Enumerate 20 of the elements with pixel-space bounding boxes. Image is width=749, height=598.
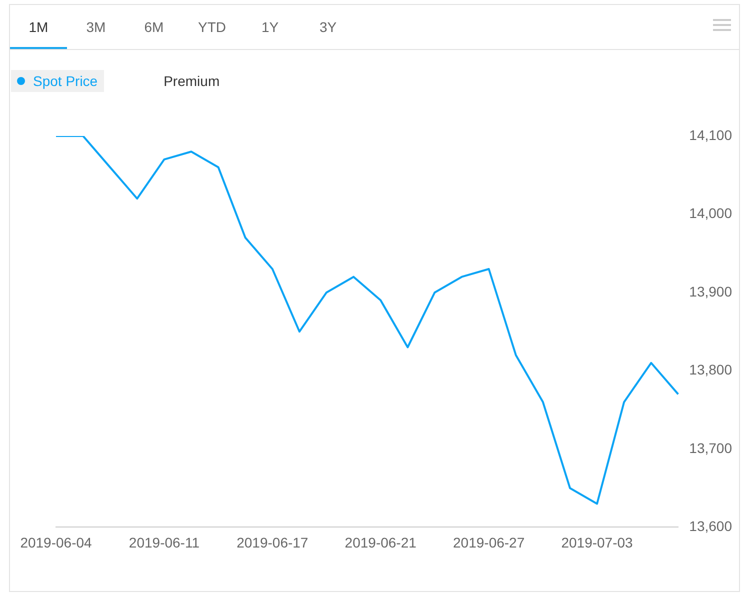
y-tick-label: 13,700 [689,440,732,456]
y-tick-label: 14,100 [689,126,732,143]
text: 1M [10,5,67,49]
text: 3M [85,18,107,37]
x-tick-label: 2019-06-27 [453,534,525,550]
x-tick-label: 2019-06-21 [344,534,417,550]
text: 3Y [318,18,338,37]
legend-label: Spot Price [33,73,98,89]
x-tick-label: 2019-06-11 [128,534,200,550]
text: 6M [143,18,165,37]
y-tick-label: 13,800 [689,362,732,378]
legend-label: Premium [164,73,220,89]
x-tick-label: 2019-06-17 [236,534,308,550]
y-tick-label: 13,600 [689,518,732,534]
text: 1Y [260,18,280,37]
x-tick-label: 2019-07-03 [561,534,634,550]
text: YTD [197,18,227,37]
y-tick-label: 13,900 [689,283,732,300]
y-tick-label: 14,000 [689,205,732,222]
x-tick-label: 2019-06-04 [20,534,92,550]
